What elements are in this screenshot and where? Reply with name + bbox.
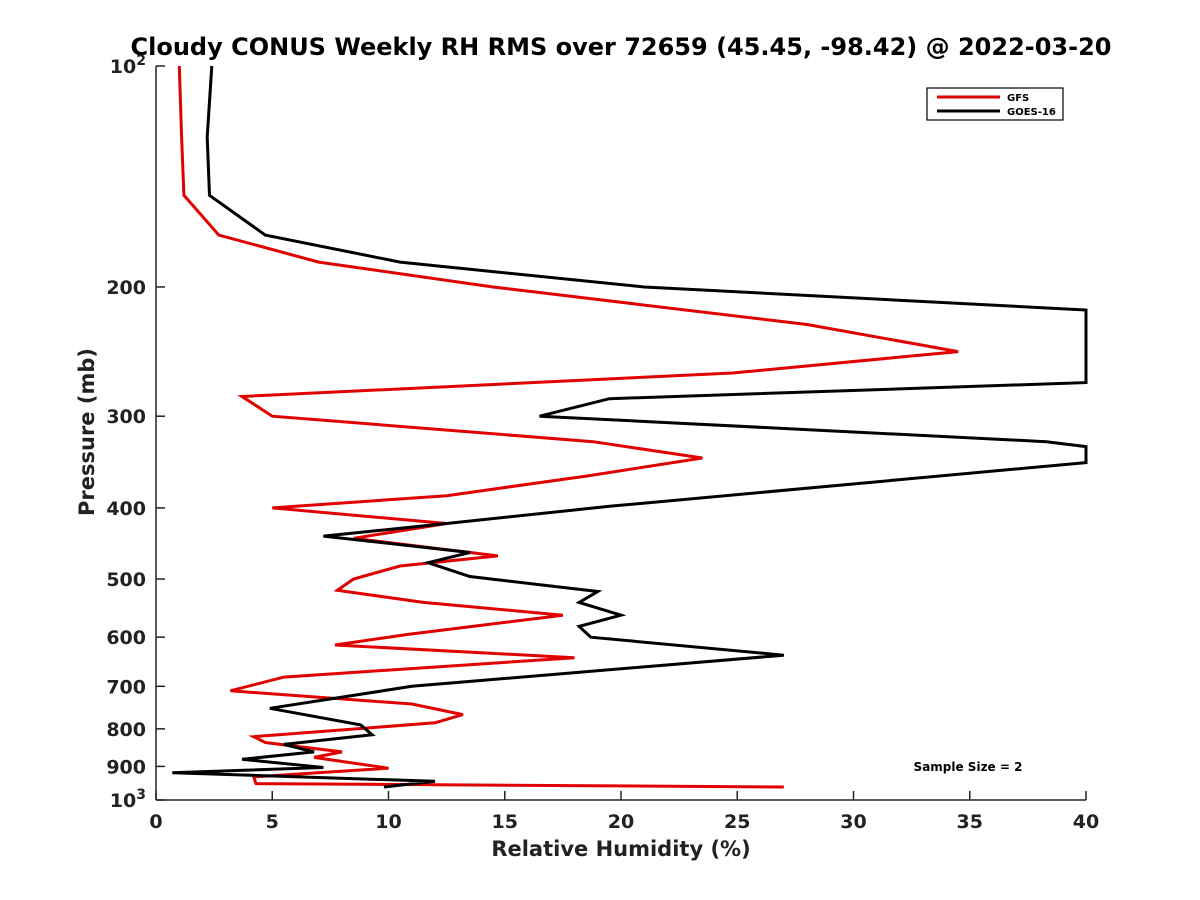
x-tick-label: 15 (492, 811, 518, 833)
y-tick-label: 900 (106, 756, 146, 778)
series-line-goes-16 (172, 65, 1088, 789)
y-tick-label: 500 (106, 569, 146, 591)
y-tick-label: 200 (106, 277, 146, 299)
legend: GFS GOES-16 (926, 87, 1064, 121)
x-tick-label: 20 (608, 811, 634, 833)
plot-area (172, 65, 1088, 789)
x-axis-label: Relative Humidity (%) (491, 837, 750, 861)
legend-box (926, 87, 1064, 121)
y-tick-label: 800 (106, 719, 146, 741)
x-tick-label: 0 (149, 811, 162, 833)
chart-title: Cloudy CONUS Weekly RH RMS over 72659 (4… (131, 33, 1112, 61)
sample-size-annotation: Sample Size = 2 (914, 760, 1023, 774)
x-tick-label: 35 (957, 811, 983, 833)
x-tick-label: 30 (840, 811, 866, 833)
y-tick-label: 600 (106, 627, 146, 649)
x-tick-label: 25 (724, 811, 750, 833)
legend-label: GFS (1007, 93, 1029, 104)
series-line-gfs (177, 65, 959, 789)
x-tick-label: 40 (1073, 811, 1099, 833)
x-tick-label: 5 (266, 811, 279, 833)
y-tick-label: 300 (106, 406, 146, 428)
x-tick-label: 10 (375, 811, 401, 833)
axes: 0 5 10 15 20 25 30 35 40102200300400500600700800… (106, 53, 1099, 833)
legend-label: GOES-16 (1007, 107, 1056, 118)
y-axis-label: Pressure (mb) (75, 348, 99, 516)
y-tick-label: 700 (106, 676, 146, 698)
y-tick-label: 400 (106, 498, 146, 520)
